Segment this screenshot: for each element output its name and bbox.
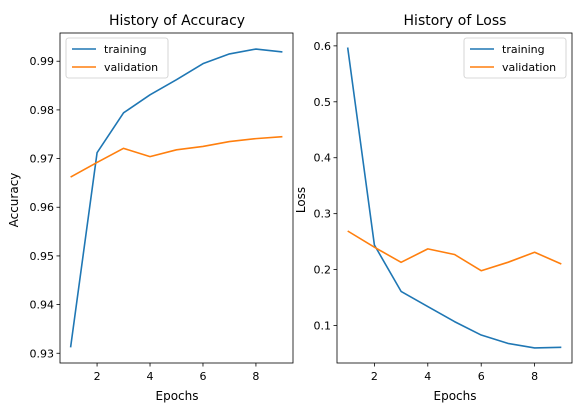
loss-y-tick-label: 0.4 bbox=[314, 152, 332, 165]
accuracy-y-tick-label: 0.94 bbox=[30, 299, 55, 312]
accuracy-plot-frame bbox=[59, 32, 294, 364]
loss-plot-frame bbox=[336, 32, 573, 364]
accuracy-x-tick-label: 2 bbox=[94, 370, 101, 383]
loss-chart-y-axis-label: Loss bbox=[294, 187, 308, 213]
accuracy-x-tick-label: 8 bbox=[252, 370, 259, 383]
accuracy-series-validation-line bbox=[70, 135, 283, 178]
loss-chart: History of Loss Epochs Loss 2 4 6 8 0.1 0.2 0.… bbox=[294, 13, 573, 403]
accuracy-y-tick-label: 0.97 bbox=[30, 153, 55, 166]
loss-y-tick-label: 0.2 bbox=[314, 264, 332, 277]
accuracy-y-tick-label: 0.96 bbox=[30, 201, 55, 214]
loss-series-training-line bbox=[346, 47, 562, 349]
loss-x-tick-label: 4 bbox=[424, 370, 431, 383]
accuracy-legend-box bbox=[65, 37, 169, 79]
accuracy-x-tick-label: 4 bbox=[147, 370, 154, 383]
loss-chart-x-axis-label: Epochs bbox=[434, 389, 477, 403]
accuracy-legend-label-validation: validation bbox=[104, 61, 158, 74]
loss-x-tick-label: 8 bbox=[531, 370, 538, 383]
accuracy-chart: History of Accuracy Epochs Accuracy 2 4 6 8… bbox=[7, 13, 294, 403]
loss-y-tick-label: 0.3 bbox=[314, 208, 332, 221]
accuracy-y-tick-label: 0.95 bbox=[30, 250, 55, 263]
accuracy-chart-y-axis-label: Accuracy bbox=[7, 173, 21, 228]
accuracy-series-training-line bbox=[69, 48, 283, 348]
loss-legend-box bbox=[463, 37, 567, 79]
loss-legend-label-validation: validation bbox=[502, 61, 556, 74]
loss-legend-label-training: training bbox=[502, 43, 545, 56]
loss-series-validation-line bbox=[347, 230, 562, 272]
accuracy-y-tick-label: 0.98 bbox=[30, 104, 55, 117]
accuracy-chart-x-axis-label: Epochs bbox=[156, 389, 199, 403]
loss-y-tick-label: 0.6 bbox=[314, 40, 332, 53]
accuracy-y-tick-label: 0.99 bbox=[30, 55, 55, 68]
accuracy-legend: training validation bbox=[65, 37, 169, 79]
loss-y-tick-label: 0.5 bbox=[314, 96, 332, 109]
loss-legend: training validation bbox=[463, 37, 567, 79]
accuracy-y-tick-label: 0.93 bbox=[30, 347, 55, 360]
loss-chart-title: History of Loss bbox=[404, 13, 507, 29]
accuracy-x-tick-label: 6 bbox=[199, 370, 206, 383]
loss-x-tick-label: 6 bbox=[478, 370, 485, 383]
loss-x-tick-label: 2 bbox=[371, 370, 378, 383]
accuracy-chart-title: History of Accuracy bbox=[109, 13, 245, 29]
loss-y-tick-label: 0.1 bbox=[314, 320, 332, 333]
accuracy-legend-label-training: training bbox=[104, 43, 147, 56]
